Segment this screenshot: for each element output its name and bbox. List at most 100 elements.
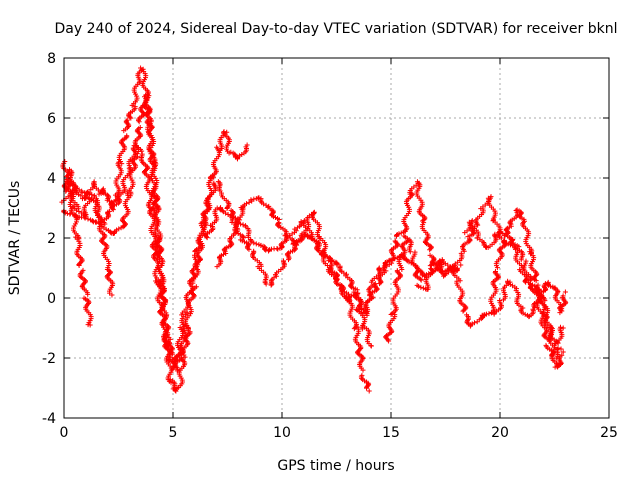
x-tick-label: 10 <box>273 425 291 441</box>
data-point <box>422 240 428 246</box>
data-point <box>541 306 547 312</box>
data-marks <box>59 65 569 394</box>
data-point <box>356 308 362 314</box>
data-point <box>78 193 84 199</box>
data-point <box>275 222 281 228</box>
data-point <box>162 344 168 350</box>
data-point <box>96 191 102 197</box>
series-sat-g <box>202 205 372 394</box>
x-tick-label: 5 <box>169 425 178 441</box>
data-point <box>144 112 150 118</box>
data-point <box>261 201 267 207</box>
data-point <box>530 282 536 288</box>
data-point <box>491 310 497 316</box>
data-point <box>557 324 563 330</box>
data-point <box>376 265 382 271</box>
data-point <box>104 197 110 203</box>
data-point <box>251 249 257 255</box>
data-point <box>427 263 433 269</box>
y-tick-label: 2 <box>47 231 56 247</box>
data-point <box>420 285 426 291</box>
data-point <box>522 278 528 284</box>
data-point <box>245 234 251 240</box>
data-point <box>79 188 85 194</box>
data-point <box>234 155 240 161</box>
data-point <box>224 206 230 212</box>
data-point <box>292 245 298 251</box>
data-point <box>263 281 269 287</box>
data-point <box>106 208 112 214</box>
data-point <box>182 335 188 341</box>
data-point <box>433 260 439 266</box>
data-point <box>384 263 390 269</box>
data-point <box>76 209 82 215</box>
data-point <box>398 230 404 236</box>
data-point <box>85 291 91 297</box>
data-point <box>185 325 191 331</box>
data-point <box>302 232 308 238</box>
series-sat-d <box>60 159 94 328</box>
data-point <box>119 138 125 144</box>
data-point <box>389 260 395 266</box>
data-point <box>484 311 490 317</box>
data-point <box>536 292 542 298</box>
data-point <box>173 355 179 361</box>
data-point <box>315 247 321 253</box>
data-point <box>498 235 504 241</box>
data-point <box>135 127 141 133</box>
data-point <box>418 284 424 290</box>
data-point <box>497 297 503 303</box>
data-point <box>370 294 376 300</box>
data-point <box>474 235 480 241</box>
data-point <box>334 262 340 268</box>
data-point <box>469 321 475 327</box>
x-tick-label: 20 <box>491 425 509 441</box>
data-point <box>292 226 298 232</box>
data-point <box>198 221 204 227</box>
data-point <box>547 283 553 289</box>
data-point <box>493 268 499 274</box>
data-point <box>280 258 286 264</box>
y-tick-label: 0 <box>47 291 56 307</box>
data-point <box>312 237 318 243</box>
data-point <box>145 111 151 117</box>
data-point <box>241 235 247 241</box>
data-point <box>87 191 93 197</box>
data-point <box>221 251 227 257</box>
data-point <box>108 201 114 207</box>
data-point <box>132 104 138 110</box>
data-point <box>492 231 498 237</box>
data-point <box>246 199 252 205</box>
series-sat-k <box>462 218 566 348</box>
data-point <box>558 346 564 352</box>
y-tick-label: 8 <box>47 51 56 67</box>
data-point <box>197 255 203 261</box>
data-point <box>503 226 509 232</box>
data-point <box>229 220 235 226</box>
data-point <box>533 278 539 284</box>
data-point <box>266 247 272 253</box>
data-point <box>427 247 433 253</box>
data-point <box>193 284 199 290</box>
data-point <box>376 266 382 272</box>
data-point <box>223 210 229 216</box>
data-point <box>502 232 508 238</box>
data-point <box>351 326 357 332</box>
data-point <box>151 201 157 207</box>
data-point <box>460 308 466 314</box>
y-tick-label: 4 <box>47 171 56 187</box>
data-point <box>207 175 213 181</box>
data-point <box>396 231 402 237</box>
data-point <box>161 338 167 344</box>
data-point <box>486 311 492 317</box>
data-point <box>76 263 82 269</box>
data-point <box>244 142 250 148</box>
data-point <box>346 294 352 300</box>
data-point <box>333 277 339 283</box>
data-point <box>545 281 551 287</box>
data-point <box>471 320 477 326</box>
data-point <box>275 246 281 252</box>
data-point <box>341 270 347 276</box>
data-point <box>89 192 95 198</box>
data-point <box>328 259 334 265</box>
